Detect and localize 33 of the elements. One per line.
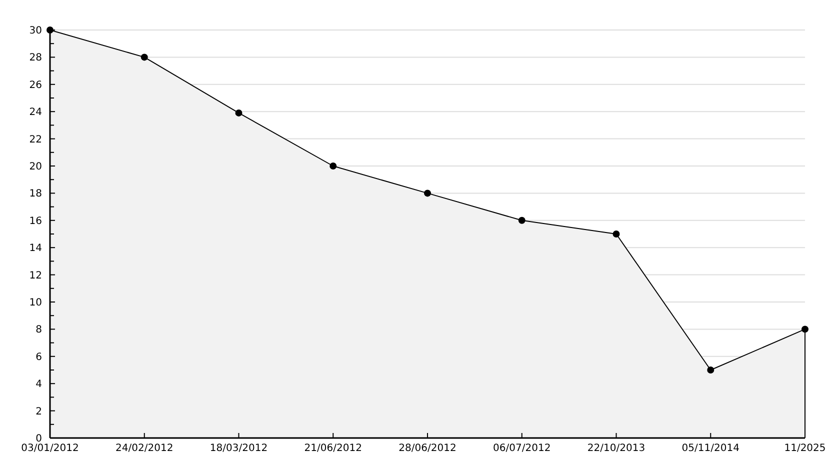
x-tick-label: 18/03/2012 <box>210 443 268 454</box>
x-tick-label: 21/06/2012 <box>304 443 362 454</box>
y-tick-label: 26 <box>29 80 42 91</box>
point <box>518 216 526 224</box>
point <box>612 230 620 238</box>
y-tick-label: 6 <box>36 352 42 363</box>
y-tick-label: 4 <box>36 379 42 390</box>
y-tick-label: 16 <box>29 216 42 227</box>
y-tick-label: 10 <box>29 298 42 308</box>
point <box>802 326 808 333</box>
y-tick-label: 22 <box>29 134 42 146</box>
x-tick-label: 11/2025 <box>784 443 826 454</box>
point <box>330 162 337 170</box>
point <box>140 54 148 61</box>
point <box>235 109 242 116</box>
x-tick-label: 03/01/2012 <box>21 443 79 454</box>
y-tick-label: 28 <box>29 52 42 64</box>
x-tick-label: 28/06/2012 <box>398 443 456 454</box>
y-tick-label: 12 <box>29 270 42 282</box>
y-tick-label: 2 <box>36 406 42 418</box>
y-tick-label: 14 <box>29 243 42 254</box>
x-tick-label: 06/07/2012 <box>493 443 551 454</box>
x-tick-label: 05/11/2014 <box>682 443 740 454</box>
y-tick-label: 0 <box>36 434 42 444</box>
y-tick-label: 18 <box>29 188 42 200</box>
y-tick-label: 8 <box>36 324 42 336</box>
point <box>707 366 714 374</box>
x-tick-label: 22/10/2013 <box>587 443 646 454</box>
point <box>424 190 431 197</box>
y-tick-label: 24 <box>29 107 42 118</box>
y-tick-label: 30 <box>29 26 42 36</box>
x-tick-label: 24/02/2012 <box>116 443 174 454</box>
y-tick-label: 20 <box>29 162 42 172</box>
